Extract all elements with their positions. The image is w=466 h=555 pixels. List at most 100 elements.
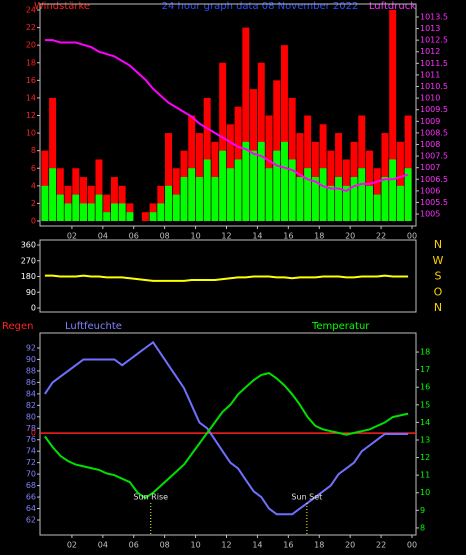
bar xyxy=(280,45,288,221)
x-tick-label: 08 xyxy=(160,232,170,241)
bar xyxy=(366,185,373,221)
tick-label: 1008.5 xyxy=(420,128,448,137)
tick-label: 8 xyxy=(31,146,36,155)
bar xyxy=(118,203,126,221)
bar xyxy=(195,177,203,221)
bar xyxy=(396,185,404,221)
tick-label: 76 xyxy=(26,435,36,444)
x-tick-label: 18 xyxy=(314,232,324,241)
bar xyxy=(95,194,103,221)
x-tick-label: 16 xyxy=(283,541,293,550)
bar xyxy=(72,194,80,221)
line xyxy=(44,372,409,500)
tick-label: 92 xyxy=(26,344,36,353)
bar xyxy=(219,62,227,221)
bar xyxy=(103,212,111,221)
tick-label: 64 xyxy=(26,504,36,513)
tick-label: 4 xyxy=(31,181,36,190)
bar xyxy=(404,168,412,221)
tick-label: 16 xyxy=(26,76,36,85)
bar xyxy=(165,185,173,221)
bar xyxy=(342,185,350,221)
tick-label: 14 xyxy=(420,418,430,427)
x-tick-label: 20 xyxy=(345,232,355,241)
bar xyxy=(226,168,234,221)
bar xyxy=(257,141,265,221)
tick-label: 1007.5 xyxy=(420,152,448,161)
x-tick-label: 22 xyxy=(376,541,386,550)
tick-label: 0 xyxy=(31,217,36,226)
bar xyxy=(273,80,281,221)
bar xyxy=(203,159,211,221)
tick-label: 270 xyxy=(21,256,36,265)
tick-label: 9 xyxy=(420,506,425,515)
bar xyxy=(110,203,118,221)
tick-label: 78 xyxy=(26,424,36,433)
bar xyxy=(149,212,157,221)
bar xyxy=(110,177,118,221)
bar xyxy=(80,203,87,221)
bar xyxy=(165,133,173,221)
tick-label: 82 xyxy=(26,401,36,410)
bar xyxy=(41,185,49,221)
x-tick-label: 04 xyxy=(98,541,108,550)
bar xyxy=(141,212,149,221)
line xyxy=(44,274,409,282)
legend-label: Temperatur xyxy=(311,321,370,332)
bar xyxy=(327,185,335,221)
bar xyxy=(389,10,397,221)
tick-label: 11 xyxy=(420,471,430,480)
annotation: Sun Set xyxy=(291,493,322,502)
x-tick-label: 02 xyxy=(67,232,77,241)
chart-title: 24 hour graph data 08 November 2022 xyxy=(162,1,359,12)
tick-label: 22 xyxy=(26,23,36,32)
tick-label: 1011 xyxy=(420,70,440,79)
tick-label: 360 xyxy=(21,241,36,250)
bar xyxy=(304,168,312,221)
plot-frame xyxy=(39,332,417,536)
bar xyxy=(311,177,319,221)
bar xyxy=(172,194,180,221)
bar xyxy=(358,168,366,221)
bar xyxy=(157,185,165,221)
bar xyxy=(118,185,126,221)
bar xyxy=(95,159,103,221)
bar xyxy=(157,203,165,221)
tick-label: 70 xyxy=(26,470,36,479)
bar xyxy=(195,133,203,221)
bar xyxy=(288,159,296,221)
bar xyxy=(296,177,304,221)
bar xyxy=(234,159,242,221)
tick-label: 1013 xyxy=(420,24,440,33)
line xyxy=(44,340,409,516)
bar xyxy=(389,159,397,221)
x-tick-label: 00 xyxy=(407,232,417,241)
tick-label: 16 xyxy=(420,383,430,392)
tick-label: 74 xyxy=(26,447,36,456)
x-tick-label: 18 xyxy=(314,541,324,550)
bar xyxy=(103,194,111,221)
bar xyxy=(56,194,64,221)
tick-label: 1012 xyxy=(420,47,440,56)
tick-label: 0 xyxy=(31,429,36,438)
bar xyxy=(381,177,389,221)
tick-label: 17 xyxy=(420,365,430,374)
tick-label: 80 xyxy=(26,412,36,421)
bar xyxy=(49,168,57,221)
tick-label: S xyxy=(435,270,442,283)
x-tick-label: 10 xyxy=(190,232,200,241)
tick-label: 12 xyxy=(420,453,430,462)
tick-label: 18 xyxy=(420,348,430,357)
tick-label: 8 xyxy=(420,523,425,532)
tick-label: 1012.5 xyxy=(420,36,448,45)
y-axis-title: Windstärke xyxy=(34,1,90,12)
tick-label: 18 xyxy=(26,58,36,67)
tick-label: 88 xyxy=(26,366,36,375)
tick-label: 12 xyxy=(26,111,36,120)
tick-label: 1009 xyxy=(420,117,440,126)
y2-axis-title: Luftdruck xyxy=(369,1,416,12)
tick-label: 24 xyxy=(26,6,36,15)
bar xyxy=(64,203,72,221)
bar xyxy=(87,185,95,221)
